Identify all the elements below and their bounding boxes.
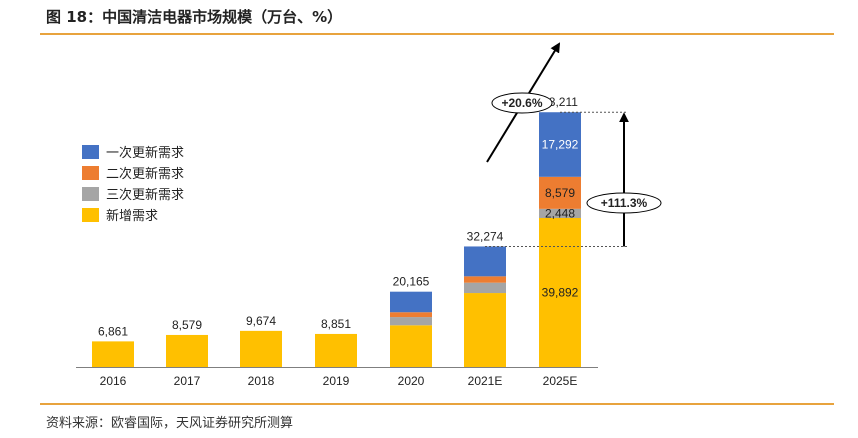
bracket-badge-label: +111.3% [601, 196, 648, 210]
x-tick-label-2017: 2017 [174, 374, 201, 388]
x-tick-label-2018: 2018 [248, 374, 275, 388]
bar-segment-2025E-三次更新需求 [539, 208, 581, 219]
x-tick-label-2021E: 2021E [468, 374, 503, 388]
bar-segment-2019-新增需求 [315, 333, 357, 367]
x-tick-label-2020: 2020 [398, 374, 425, 388]
total-label-2017: 8,579 [172, 318, 202, 332]
bar-segment-2018-新增需求 [240, 330, 282, 367]
total-label-2019: 8,851 [321, 317, 351, 331]
growth-badge [491, 92, 553, 114]
stacked-bar-chart: 2016 2017 2018 2019 2020 2021E 2025E 6,861 8,579… [76, 42, 662, 388]
legend-label-三次更新需求: 三次更新需求 [106, 187, 184, 203]
x-tick-label-2019: 2019 [323, 374, 350, 388]
total-label-2016: 6,861 [98, 324, 128, 338]
segment-label-2025E-二次更新需求: 8,579 [545, 186, 575, 200]
segment-label-2025E-一次更新需求: 17,292 [542, 138, 579, 152]
bar-segment-2021E-一次更新需求 [464, 246, 506, 277]
legend-label-二次更新需求: 二次更新需求 [106, 166, 184, 182]
bar-segment-2021E-三次更新需求 [464, 282, 506, 294]
bar-segment-2020-新增需求 [390, 325, 432, 367]
bar-segment-2025E-二次更新需求 [539, 176, 581, 209]
bar-segment-2020-二次更新需求 [390, 312, 432, 318]
bar-segment-2020-三次更新需求 [390, 317, 432, 326]
top-rule [40, 33, 834, 35]
total-label-2021E: 32,274 [467, 229, 504, 243]
legend-swatch-一次更新需求 [82, 145, 99, 159]
bar-segment-2021E-新增需求 [464, 293, 506, 367]
segment-label-2025E-三次更新需求: 2,448 [545, 206, 575, 220]
legend-label-新增需求: 新增需求 [106, 208, 158, 224]
legend-swatch-新增需求 [82, 208, 99, 222]
bar-segment-2021E-二次更新需求 [464, 276, 506, 283]
bar-segment-2020-一次更新需求 [390, 291, 432, 313]
bar-segment-2025E-新增需求 [539, 218, 581, 367]
legend-label-一次更新需求: 一次更新需求 [106, 145, 184, 161]
bar-segment-2025E-一次更新需求 [539, 112, 581, 177]
growth-badge-label: +20.6% [501, 96, 542, 110]
bar-segment-2017-新增需求 [166, 334, 208, 367]
source-note: 资料来源：欧睿国际，天风证券研究所测算 [46, 416, 294, 431]
legend-swatch-三次更新需求 [82, 187, 99, 201]
x-tick-label-2016: 2016 [100, 374, 127, 388]
segment-label-2025E-新增需求: 39,892 [542, 286, 579, 300]
bottom-rule [40, 403, 834, 405]
legend-swatch-二次更新需求 [82, 166, 99, 180]
x-tick-label-2025E: 2025E [543, 374, 578, 388]
bar-segment-2016-新增需求 [92, 341, 134, 367]
bracket-badge [586, 192, 662, 214]
total-label-2020: 20,165 [393, 275, 430, 289]
total-label-2018: 9,674 [246, 314, 276, 328]
figure-title: 图 18：中国清洁电器市场规模（万台、%） [46, 8, 343, 26]
